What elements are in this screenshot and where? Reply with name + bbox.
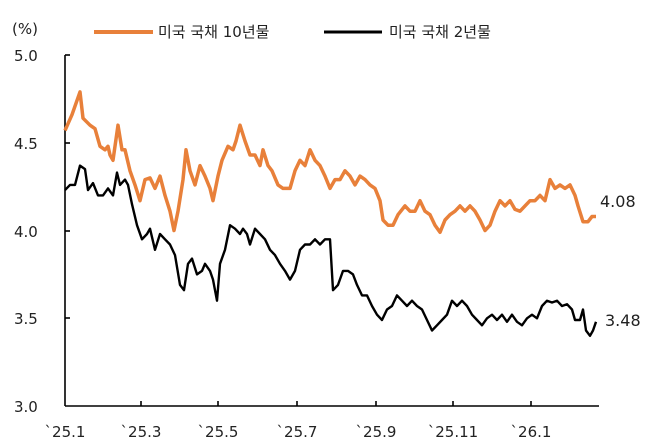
series-line-10y <box>63 90 596 235</box>
x-label-25-11: `25.11 <box>428 423 478 441</box>
end-label-2y: 3.48 <box>605 311 641 330</box>
x-label-25-3: `25.3 <box>121 423 162 441</box>
x-label-25-9: `25.9 <box>356 423 397 441</box>
x-label-26-1: `26.1 <box>511 423 552 441</box>
axes <box>64 54 599 407</box>
y-label-3-5: 3.5 <box>14 310 38 328</box>
y-axis-unit: (%) <box>12 20 38 38</box>
y-label-4-5: 4.5 <box>14 135 38 153</box>
x-label-25-7: `25.7 <box>277 423 318 441</box>
legend-label-2y: 미국 국채 2년물 <box>389 23 491 41</box>
x-axis-labels: `25.1 `25.3 `25.5 `25.7 `25.9 `25.11 `26… <box>45 423 552 441</box>
x-label-25-1: `25.1 <box>45 423 86 441</box>
legend-label-10y: 미국 국채 10년물 <box>158 23 269 41</box>
y-label-5-0: 5.0 <box>14 47 38 65</box>
y-label-3-0: 3.0 <box>14 398 38 416</box>
x-label-25-5: `25.5 <box>198 423 239 441</box>
y-axis-labels: 5.0 4.5 4.0 3.5 3.0 <box>14 47 38 416</box>
series-line-2y <box>64 164 598 337</box>
end-label-10y: 4.08 <box>600 192 636 211</box>
y-label-4-0: 4.0 <box>14 223 38 241</box>
legend: 미국 국채 10년물 미국 국채 2년물 <box>94 23 491 41</box>
